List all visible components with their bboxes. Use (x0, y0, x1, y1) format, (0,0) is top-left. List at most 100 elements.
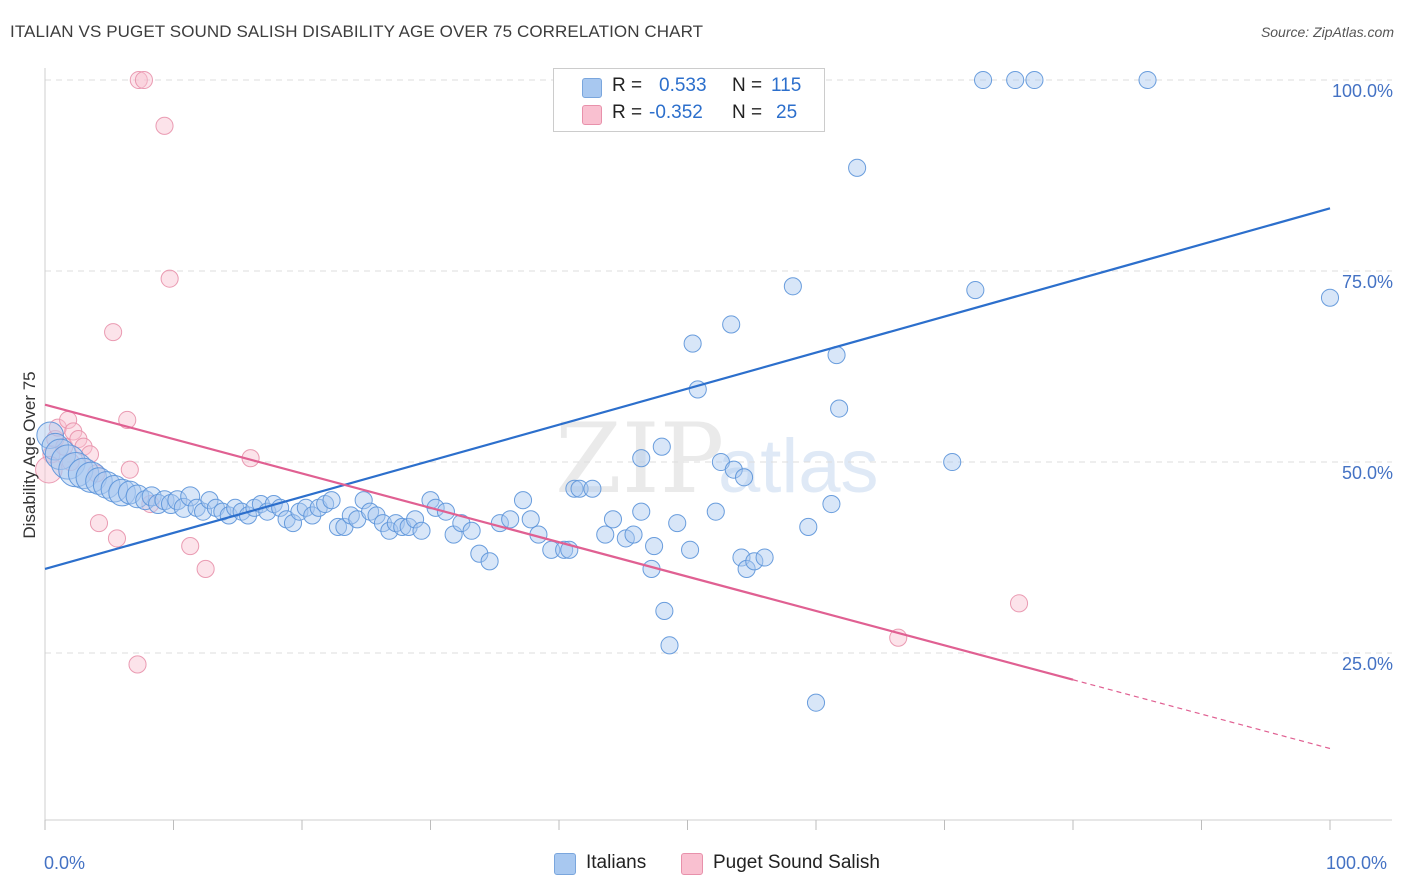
point-italians (36, 421, 64, 450)
point-italians (296, 498, 315, 517)
point-italians (67, 457, 100, 490)
point-italians (406, 510, 425, 529)
point-italians (645, 536, 664, 556)
point-italians (848, 158, 867, 177)
point-italians (200, 491, 219, 510)
point-italians (722, 315, 741, 334)
trendline-puget-sound-salish (44, 403, 1074, 681)
legend-r-label: R = (612, 102, 643, 123)
point-italians (452, 514, 471, 533)
point-italians (322, 491, 341, 510)
correlation-legend: R = 0.533 N = 115 R = -0.352 N = 25 (553, 68, 825, 132)
point-puget-sound-salish (104, 323, 123, 342)
point-italians (734, 468, 754, 487)
point-italians (303, 506, 322, 525)
point-italians (681, 540, 700, 559)
point-italians (570, 479, 589, 498)
point-italians (470, 544, 489, 563)
point-italians (565, 479, 584, 498)
trendline-puget-sound-salish-extension (1072, 679, 1331, 750)
y-tick-labels: 25.0% 50.0% 75.0% 100.0% (1332, 81, 1393, 674)
point-italians (583, 479, 602, 498)
point-italians (283, 514, 303, 533)
point-italians (328, 517, 348, 536)
legend-n-value: 25 (776, 102, 798, 123)
point-italians (521, 510, 540, 529)
point-italians (974, 70, 993, 90)
point-puget-sound-salish (134, 70, 153, 90)
point-italians (1025, 70, 1044, 90)
point-italians (652, 437, 671, 456)
x-tick-label-max: 100.0% (1326, 853, 1388, 873)
point-italians (632, 502, 651, 521)
point-italians (943, 452, 962, 472)
y-tick-label: 25.0% (1342, 654, 1393, 674)
point-italians (354, 491, 373, 510)
series-italians (36, 70, 1340, 712)
bottom-legend-swatch-italians (554, 853, 576, 875)
point-puget-sound-salish (89, 514, 109, 533)
point-italians (624, 525, 643, 544)
point-italians (462, 521, 481, 540)
point-italians (173, 497, 194, 518)
point-italians (806, 693, 826, 712)
point-italians (632, 449, 651, 468)
point-italians (1006, 70, 1025, 90)
point-puget-sound-salish (55, 437, 74, 456)
point-puget-sound-salish (1009, 594, 1029, 613)
point-puget-sound-salish (181, 536, 200, 556)
bottom-legend-swatch-puget-sound-salish (681, 853, 703, 875)
point-puget-sound-salish (155, 116, 174, 135)
point-puget-sound-salish (118, 410, 137, 430)
point-italians (412, 521, 431, 540)
y-tick-label: 100.0% (1332, 81, 1393, 101)
point-italians (966, 281, 985, 300)
y-tick-label: 75.0% (1342, 272, 1393, 292)
point-puget-sound-salish (120, 460, 139, 479)
point-puget-sound-salish (107, 529, 127, 548)
point-italians (706, 502, 725, 521)
bottom-legend-label-puget-sound-salish: Puget Sound Salish (713, 852, 880, 873)
trendlines (44, 207, 1331, 750)
point-italians (745, 552, 764, 571)
axes (44, 68, 1392, 830)
point-italians (160, 494, 181, 515)
point-italians (603, 510, 623, 529)
legend-swatch-italians (582, 78, 602, 98)
point-italians (1138, 70, 1157, 90)
watermark-atlas: atlas (718, 424, 879, 509)
y-axis-label: Disability Age Over 75 (20, 371, 39, 539)
point-italians (655, 601, 674, 621)
point-italians (596, 525, 615, 544)
point-puget-sound-salish (129, 70, 148, 90)
point-italians (822, 494, 841, 514)
point-italians (501, 510, 520, 529)
legend-n-label: N = (732, 102, 763, 123)
point-puget-sound-salish (196, 559, 215, 579)
chart-title: ITALIAN VS PUGET SOUND SALISH DISABILITY… (10, 22, 704, 41)
point-italians (830, 399, 849, 418)
point-italians (683, 334, 702, 353)
legend-r-value: -0.352 (649, 102, 703, 123)
point-puget-sound-salish (160, 269, 179, 288)
bottom-legend-label-italians: Italians (586, 852, 647, 873)
point-italians (85, 467, 113, 495)
point-italians (1320, 288, 1340, 307)
legend-r-label: R = (612, 75, 643, 96)
point-italians (44, 438, 77, 471)
point-puget-sound-salish (128, 655, 147, 674)
point-italians (41, 432, 70, 461)
point-italians (373, 514, 393, 533)
grid-lines (45, 79, 1392, 654)
legend-n-value: 115 (771, 75, 802, 96)
point-italians (724, 460, 743, 479)
point-italians (755, 548, 774, 567)
legend-n-label: N = (732, 75, 763, 96)
point-puget-sound-salish (48, 418, 67, 437)
trendline-italians (44, 207, 1331, 571)
legend-r-value: 0.533 (659, 75, 707, 96)
point-italians (660, 636, 679, 655)
point-italians (737, 559, 756, 579)
point-italians (100, 474, 129, 503)
